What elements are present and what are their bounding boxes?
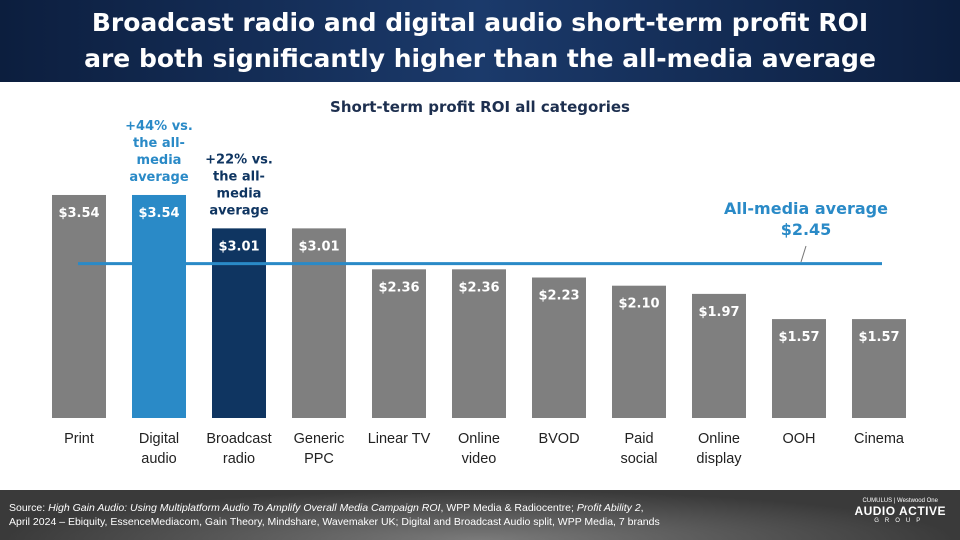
bar [52, 194, 106, 418]
category-label: BVOD [538, 431, 579, 447]
category-label: Cinema [854, 431, 905, 447]
bar [772, 319, 826, 418]
chart-title: Short-term profit ROI all categories [330, 98, 630, 116]
category-label: Linear TV [368, 431, 431, 447]
category-label: Online [698, 431, 740, 447]
bar [852, 319, 906, 418]
data-label: $2.36 [378, 280, 419, 295]
data-label: $3.01 [298, 239, 339, 254]
annotation-label: media [217, 186, 262, 201]
bar [612, 285, 666, 418]
annotation-label: the all- [133, 136, 185, 151]
data-label: $3.54 [138, 206, 179, 221]
title-line-1: Broadcast radio and digital audio short-… [91, 8, 869, 37]
data-label: $3.54 [58, 206, 99, 221]
data-label: $1.57 [858, 330, 899, 345]
bar [692, 293, 746, 418]
average-value-label: $2.45 [781, 220, 832, 239]
data-label: $3.01 [218, 239, 259, 254]
category-label: display [696, 451, 742, 467]
audio-active-group-logo: CUMULUS | Westwood One AUDIO ACTIVE GROU… [854, 498, 946, 524]
annotation-label: average [209, 203, 269, 218]
category-label: OOH [782, 431, 815, 447]
category-label: Digital [139, 431, 179, 447]
bar [452, 269, 506, 418]
data-label: $2.23 [538, 289, 579, 304]
category-label: radio [223, 451, 255, 467]
category-label: Print [64, 431, 94, 447]
category-label: Broadcast [206, 431, 271, 447]
data-label: $1.57 [778, 330, 819, 345]
slide-title: Broadcast radio and digital audio short-… [0, 0, 960, 82]
category-label: Online [458, 431, 500, 447]
bar [532, 277, 586, 418]
category-label: Generic [294, 431, 345, 447]
bar [292, 228, 346, 418]
average-label: All-media average [724, 199, 888, 218]
source-footer: Source: High Gain Audio: Using Multiplat… [0, 490, 960, 540]
annotation-label: +22% vs. [205, 152, 273, 167]
annotation-label: the all- [213, 169, 265, 184]
category-label: audio [141, 451, 176, 467]
category-label: social [620, 451, 657, 467]
data-label: $1.97 [698, 305, 739, 320]
annotation-label: average [129, 170, 189, 185]
title-line-2: are both significantly higher than the a… [84, 44, 876, 73]
data-label: $2.10 [618, 297, 659, 312]
bar [212, 228, 266, 418]
bar [372, 269, 426, 418]
bar-chart: $3.54 Print $3.54 Digital audio $3.01 Broadcas… [52, 119, 906, 467]
category-label: video [462, 451, 497, 467]
annotation-label: +44% vs. [125, 119, 193, 134]
average-leader-line [800, 245, 807, 263]
category-label: PPC [304, 451, 334, 467]
data-label: $2.36 [458, 280, 499, 295]
annotation-label: media [137, 153, 182, 168]
category-label: Paid [624, 431, 653, 447]
bar [132, 194, 186, 418]
